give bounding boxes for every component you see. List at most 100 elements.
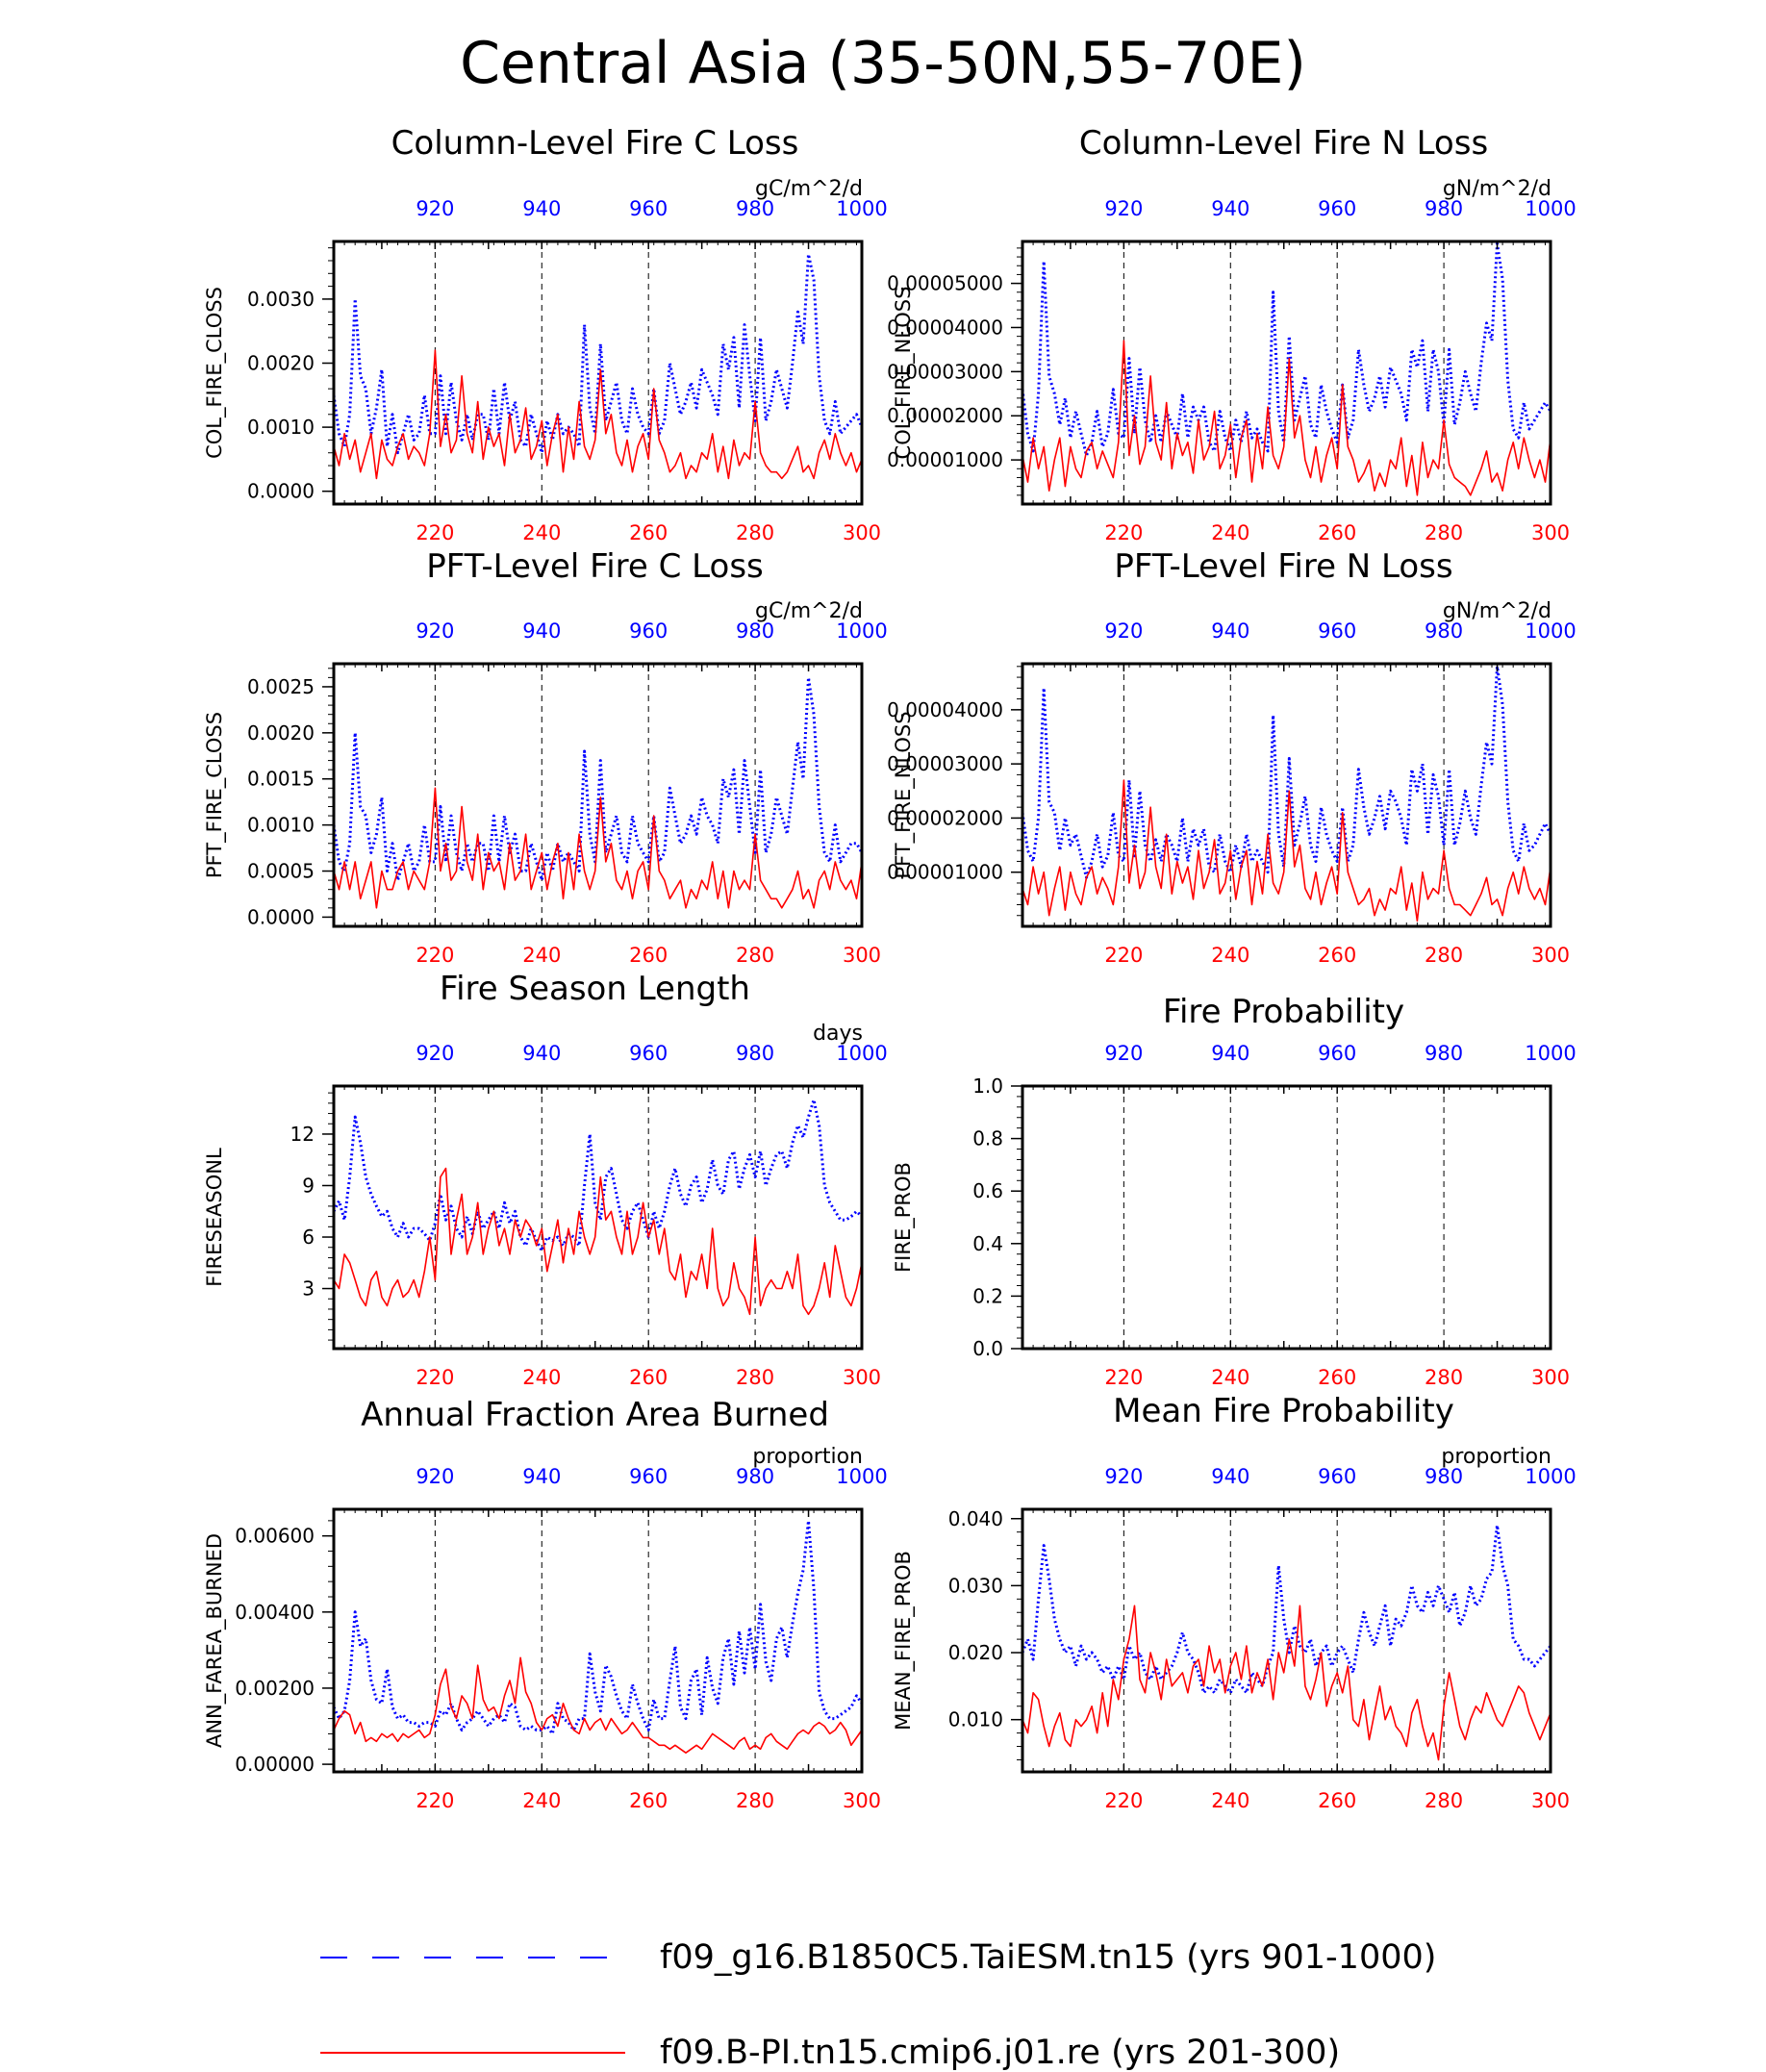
top-x-tick-label: 960	[1318, 1042, 1356, 1065]
units-label: proportion	[1441, 1445, 1552, 1469]
x-tick-label: 280	[1425, 1789, 1463, 1812]
series-line-case2	[333, 1167, 863, 1316]
x-tick-label: 240	[1211, 521, 1249, 544]
x-tick-label: 280	[736, 944, 774, 967]
x-tick-label: 280	[1425, 1366, 1463, 1389]
units-label: gN/m^2/d	[1443, 177, 1552, 201]
top-x-tick-label: 960	[1318, 1465, 1356, 1488]
x-tick-label: 240	[522, 521, 561, 544]
x-tick-label: 260	[629, 1789, 668, 1812]
series-line-case2	[333, 349, 863, 480]
top-x-tick-label: 920	[1104, 1465, 1143, 1488]
top-x-tick-label: 920	[1104, 1042, 1143, 1065]
y-tick-label: 0.0010	[247, 814, 315, 837]
y-tick-label: 0.0000	[247, 905, 315, 928]
y-tick-label: 0.00005000	[887, 272, 1003, 295]
y-tick-label: 1.0	[972, 1074, 1003, 1098]
units-label: gC/m^2/d	[755, 599, 863, 623]
x-tick-label: 300	[1531, 1789, 1570, 1812]
y-tick-label: 0.00001000	[887, 861, 1003, 884]
top-x-tick-label: 940	[1211, 1042, 1249, 1065]
chart-panel: Fire Probability FIRE_PROB 220 240 260 280 300…	[892, 993, 1577, 1389]
top-x-tick-label: 960	[629, 197, 668, 220]
y-axis-label: COL_FIRE_NLOSS	[892, 287, 916, 460]
y-tick-label: 0.00003000	[887, 752, 1003, 775]
chart-title: Annual Fraction Area Burned	[361, 1396, 829, 1434]
y-tick-label: 3	[302, 1277, 315, 1301]
top-x-tick-label: 1000	[836, 1465, 887, 1488]
series-line-case1	[332, 252, 864, 455]
series-line-case2	[333, 787, 863, 909]
chart-panel: Column-Level Fire N Loss gN/m^2/d COL_FIRE…	[887, 124, 1577, 544]
plot-frame	[332, 240, 864, 506]
chart-panel: Column-Level Fire C Loss gC/m^2/d COL_FIRE…	[203, 124, 888, 544]
chart-title: Column-Level Fire N Loss	[1079, 124, 1488, 163]
chart-title: Fire Season Length	[440, 970, 750, 1008]
y-tick-label: 6	[302, 1226, 315, 1249]
top-x-tick-label: 980	[1425, 1465, 1463, 1488]
x-tick-label: 220	[416, 1789, 454, 1812]
top-x-tick-label: 920	[1104, 197, 1143, 220]
y-tick-label: 0.0025	[247, 675, 315, 698]
top-x-tick-label: 980	[736, 1042, 774, 1065]
top-x-tick-label: 1000	[1525, 197, 1576, 220]
x-tick-label: 220	[1104, 521, 1143, 544]
series-line-case1	[332, 675, 864, 882]
top-x-tick-label: 960	[1318, 619, 1356, 643]
top-x-tick-label: 920	[416, 1042, 454, 1065]
series-line-case1	[332, 1098, 864, 1252]
y-tick-label: 0.00400	[235, 1601, 315, 1624]
units-label: gC/m^2/d	[755, 177, 863, 201]
series-line-case2	[1022, 779, 1552, 922]
x-tick-label: 300	[1531, 521, 1570, 544]
top-x-tick-label: 920	[416, 1465, 454, 1488]
top-x-tick-label: 980	[1425, 1042, 1463, 1065]
top-x-tick-label: 1000	[1525, 1465, 1576, 1488]
x-tick-label: 300	[843, 944, 881, 967]
top-x-tick-label: 940	[1211, 197, 1249, 220]
x-tick-label: 280	[1425, 944, 1463, 967]
top-x-tick-label: 980	[1425, 197, 1463, 220]
y-tick-label: 0.00004000	[887, 698, 1003, 721]
x-tick-label: 260	[629, 521, 668, 544]
top-x-tick-label: 1000	[836, 619, 887, 643]
plot-frame	[1021, 240, 1552, 506]
plot-frame	[1021, 1507, 1552, 1774]
y-tick-label: 0.00002000	[887, 806, 1003, 829]
y-tick-label: 0.00003000	[887, 360, 1003, 383]
x-tick-label: 240	[1211, 1366, 1249, 1389]
y-axis-label: FIRE_PROB	[892, 1162, 916, 1273]
series-line-case1	[1021, 665, 1552, 879]
x-tick-label: 220	[416, 1366, 454, 1389]
x-tick-label: 240	[1211, 944, 1249, 967]
x-tick-label: 280	[1425, 521, 1463, 544]
units-label: gN/m^2/d	[1443, 599, 1552, 623]
y-tick-label: 0.0020	[247, 352, 315, 375]
y-tick-label: 0.0030	[247, 288, 315, 311]
top-x-tick-label: 940	[1211, 1465, 1249, 1488]
y-tick-label: 0.4	[972, 1232, 1003, 1255]
x-tick-label: 240	[522, 1789, 561, 1812]
x-tick-label: 220	[416, 944, 454, 967]
x-tick-label: 240	[1211, 1789, 1249, 1812]
top-x-tick-label: 960	[629, 619, 668, 643]
x-tick-label: 280	[736, 1366, 774, 1389]
plot-frame	[332, 662, 864, 928]
x-tick-label: 300	[843, 521, 881, 544]
legend-label-case2: f09.B-PI.tn15.cmip6.j01.re (yrs 201-300)	[660, 2034, 1340, 2072]
x-tick-label: 300	[843, 1789, 881, 1812]
top-x-tick-label: 960	[629, 1465, 668, 1488]
x-tick-label: 220	[416, 521, 454, 544]
y-axis-label: PFT_FIRE_NLOSS	[892, 711, 916, 878]
chart-panel: PFT-Level Fire C Loss gC/m^2/d PFT_FIRE_CL…	[203, 547, 888, 967]
top-x-tick-label: 940	[1211, 619, 1249, 643]
chart-panel: Fire Season Length days FIRESEASONL 220 240 2…	[203, 970, 888, 1389]
top-x-tick-label: 940	[522, 1465, 561, 1488]
units-label: proportion	[752, 1445, 863, 1469]
y-tick-label: 0.040	[948, 1507, 1003, 1530]
x-tick-label: 260	[1318, 944, 1356, 967]
series-line-case1	[332, 1519, 864, 1735]
top-x-tick-label: 940	[522, 1042, 561, 1065]
series-line-case1	[1021, 1524, 1552, 1695]
y-tick-label: 0.00001000	[887, 448, 1003, 471]
